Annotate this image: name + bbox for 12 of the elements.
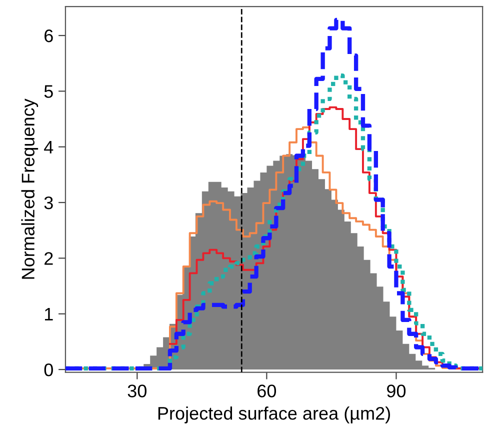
y-tick-label: 0 xyxy=(44,363,53,376)
x-tick-label: 60 xyxy=(258,384,276,398)
y-tick-label: 3 xyxy=(44,196,53,210)
x-tick-label: 30 xyxy=(128,384,146,398)
y-tick-label: 6 xyxy=(44,29,53,42)
y-tick-label: 5 xyxy=(44,85,53,98)
x-axis-title: Projected surface area (µm2) xyxy=(158,406,390,424)
y-tick-label: 2 xyxy=(44,252,53,265)
y-tick-label: 4 xyxy=(44,140,54,154)
y-tick-label: 1 xyxy=(45,308,53,320)
x-tick-label: 90 xyxy=(387,384,406,398)
y-axis-title: Normalized Frequency xyxy=(21,98,38,279)
